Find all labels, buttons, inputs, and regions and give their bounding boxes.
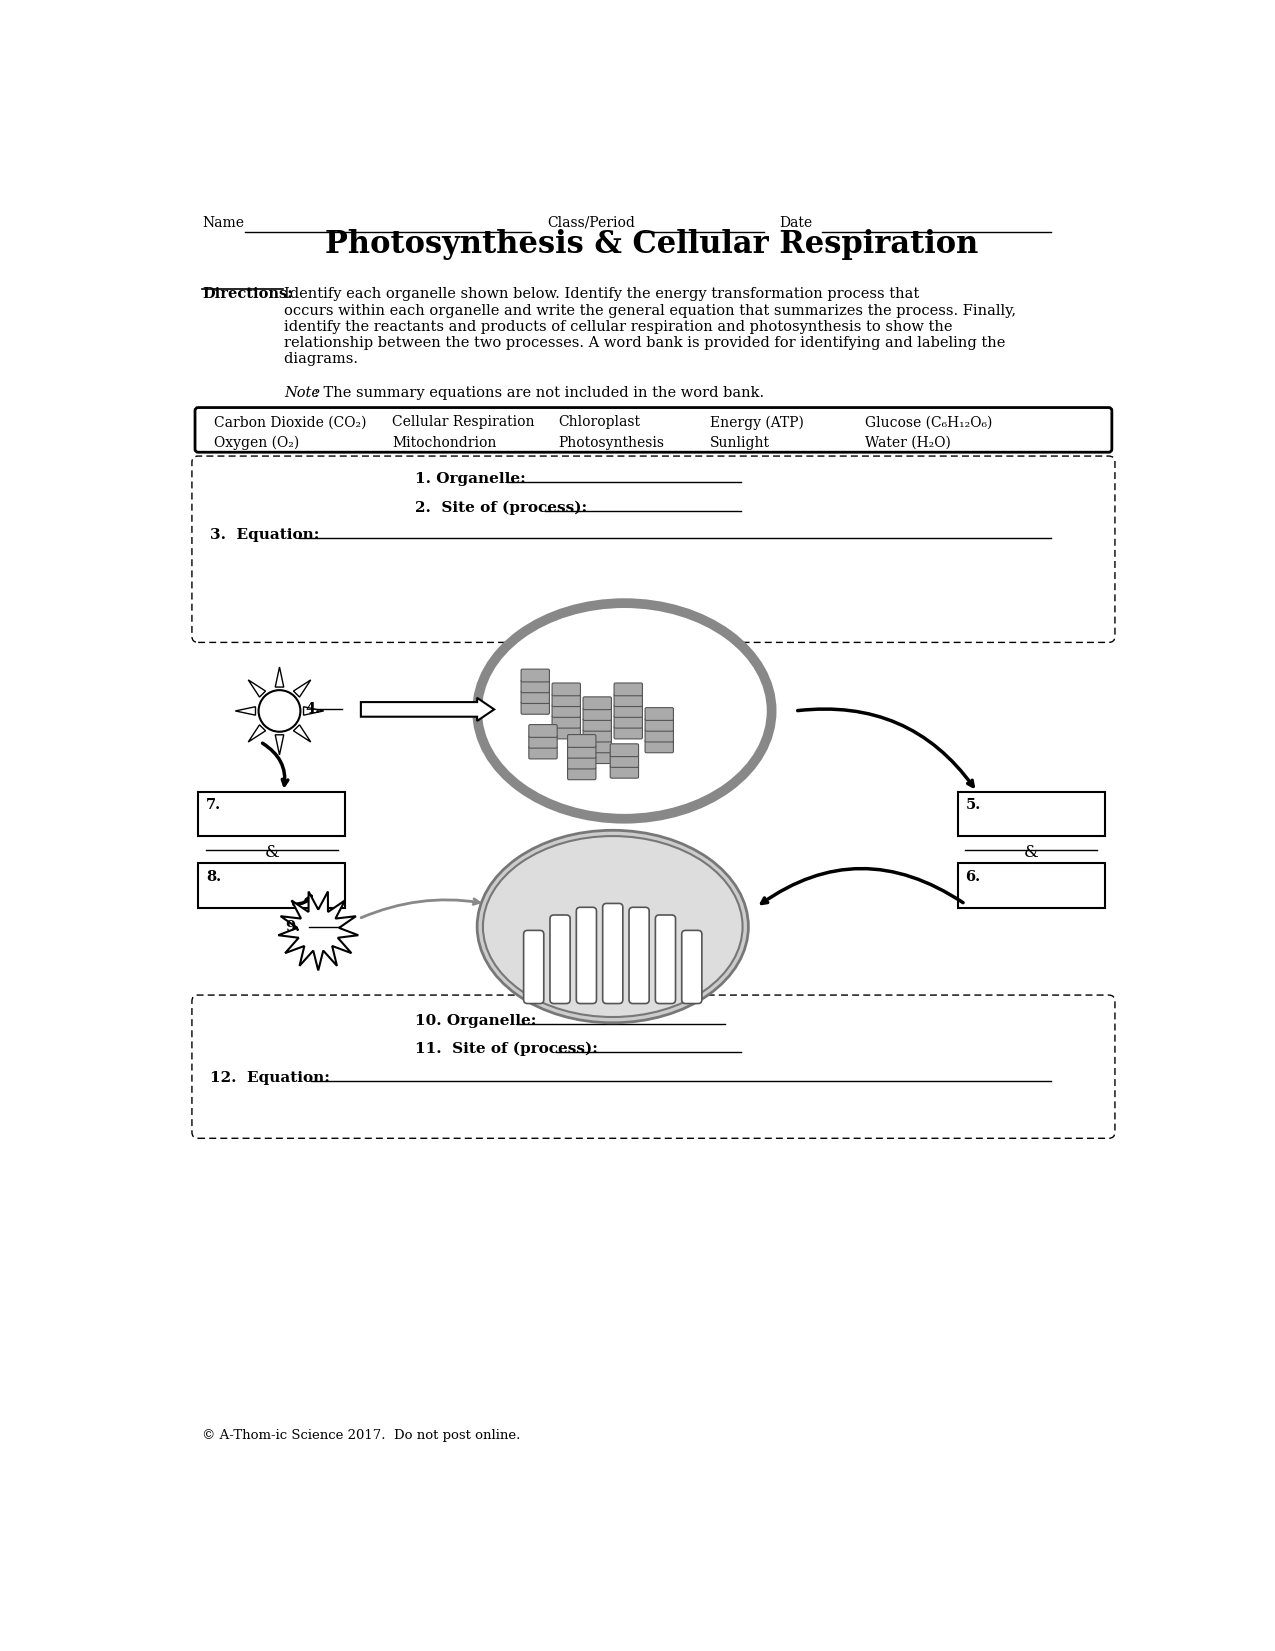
- Bar: [958, 792, 1105, 837]
- FancyBboxPatch shape: [629, 908, 649, 1004]
- Text: 11.  Site of (process):: 11. Site of (process):: [416, 1042, 598, 1057]
- FancyBboxPatch shape: [529, 746, 557, 759]
- Bar: [198, 792, 346, 837]
- FancyBboxPatch shape: [567, 768, 595, 779]
- FancyBboxPatch shape: [552, 693, 580, 707]
- Bar: [958, 863, 1105, 908]
- FancyBboxPatch shape: [645, 740, 673, 753]
- FancyArrow shape: [361, 698, 495, 721]
- Text: 3.  Equation:: 3. Equation:: [210, 528, 319, 543]
- Polygon shape: [293, 725, 311, 741]
- FancyBboxPatch shape: [521, 702, 550, 715]
- Text: Photosynthesis: Photosynthesis: [558, 436, 664, 451]
- FancyBboxPatch shape: [615, 715, 643, 728]
- FancyBboxPatch shape: [193, 996, 1114, 1138]
- Text: Carbon Dioxide (CO₂): Carbon Dioxide (CO₂): [214, 416, 366, 429]
- Ellipse shape: [477, 603, 771, 819]
- FancyBboxPatch shape: [603, 903, 622, 1004]
- FancyBboxPatch shape: [529, 735, 557, 748]
- FancyBboxPatch shape: [615, 693, 643, 707]
- Text: Directions:: Directions:: [201, 287, 293, 302]
- Text: © A-Thom-ic Science 2017.  Do not post online.: © A-Thom-ic Science 2017. Do not post on…: [201, 1430, 520, 1443]
- FancyBboxPatch shape: [615, 705, 643, 717]
- FancyBboxPatch shape: [583, 751, 612, 763]
- Text: Date: Date: [779, 216, 812, 229]
- FancyBboxPatch shape: [583, 708, 612, 720]
- FancyBboxPatch shape: [583, 740, 612, 753]
- FancyBboxPatch shape: [682, 931, 701, 1004]
- Text: Oxygen (O₂): Oxygen (O₂): [214, 436, 298, 451]
- Bar: [198, 863, 346, 908]
- Text: Energy (ATP): Energy (ATP): [710, 416, 803, 429]
- Text: Cellular Respiration: Cellular Respiration: [391, 416, 534, 429]
- Text: Chloroplast: Chloroplast: [558, 416, 640, 429]
- Text: 5.: 5.: [965, 797, 980, 812]
- Circle shape: [259, 690, 301, 731]
- FancyBboxPatch shape: [611, 755, 639, 768]
- Text: Class/Period: Class/Period: [547, 216, 635, 229]
- Polygon shape: [293, 680, 311, 697]
- FancyBboxPatch shape: [567, 756, 595, 769]
- Ellipse shape: [483, 835, 742, 1017]
- FancyBboxPatch shape: [645, 708, 673, 720]
- Text: 8.: 8.: [205, 870, 221, 883]
- Text: Mitochondrion: Mitochondrion: [391, 436, 496, 451]
- FancyBboxPatch shape: [552, 684, 580, 695]
- FancyBboxPatch shape: [583, 697, 612, 710]
- Polygon shape: [249, 680, 265, 697]
- FancyBboxPatch shape: [611, 766, 639, 778]
- FancyBboxPatch shape: [552, 705, 580, 717]
- FancyBboxPatch shape: [552, 715, 580, 728]
- FancyBboxPatch shape: [521, 680, 550, 693]
- FancyBboxPatch shape: [645, 730, 673, 741]
- FancyBboxPatch shape: [195, 408, 1112, 452]
- FancyBboxPatch shape: [611, 745, 639, 756]
- FancyBboxPatch shape: [655, 915, 676, 1004]
- FancyBboxPatch shape: [567, 745, 595, 758]
- Text: Note: Note: [284, 386, 320, 400]
- Polygon shape: [236, 707, 255, 715]
- FancyBboxPatch shape: [521, 669, 550, 682]
- Text: &: &: [1024, 844, 1039, 862]
- Text: Glucose (C₆H₁₂O₆): Glucose (C₆H₁₂O₆): [864, 416, 992, 429]
- Text: : The summary equations are not included in the word bank.: : The summary equations are not included…: [314, 386, 764, 400]
- Text: &: &: [264, 844, 279, 862]
- FancyBboxPatch shape: [567, 735, 595, 748]
- Text: 1. Organelle:: 1. Organelle:: [416, 472, 525, 487]
- FancyBboxPatch shape: [615, 726, 643, 740]
- FancyBboxPatch shape: [615, 684, 643, 695]
- FancyBboxPatch shape: [583, 730, 612, 741]
- Text: 9.: 9.: [286, 920, 301, 933]
- FancyBboxPatch shape: [576, 908, 597, 1004]
- FancyBboxPatch shape: [645, 718, 673, 731]
- Polygon shape: [278, 892, 358, 971]
- Text: Water (H₂O): Water (H₂O): [864, 436, 950, 451]
- Text: 12.  Equation:: 12. Equation:: [210, 1070, 330, 1085]
- Text: Identify each organelle shown below. Identify the energy transformation process : Identify each organelle shown below. Ide…: [284, 287, 1016, 367]
- Polygon shape: [275, 667, 284, 687]
- Text: 10. Organelle:: 10. Organelle:: [416, 1014, 537, 1027]
- FancyBboxPatch shape: [529, 725, 557, 738]
- FancyBboxPatch shape: [552, 726, 580, 740]
- Text: 7.: 7.: [205, 797, 221, 812]
- Text: Name: Name: [201, 216, 244, 229]
- FancyBboxPatch shape: [524, 931, 543, 1004]
- Polygon shape: [275, 735, 284, 755]
- FancyBboxPatch shape: [521, 690, 550, 703]
- FancyBboxPatch shape: [193, 456, 1114, 642]
- Text: 4.: 4.: [305, 702, 320, 717]
- Polygon shape: [249, 725, 265, 741]
- Text: 6.: 6.: [965, 870, 980, 883]
- Polygon shape: [303, 707, 324, 715]
- Text: Photosynthesis & Cellular Respiration: Photosynthesis & Cellular Respiration: [325, 229, 978, 261]
- Ellipse shape: [477, 830, 748, 1022]
- Text: 2.  Site of (process):: 2. Site of (process):: [416, 500, 588, 515]
- Text: Sunlight: Sunlight: [710, 436, 770, 451]
- FancyBboxPatch shape: [550, 915, 570, 1004]
- FancyBboxPatch shape: [583, 718, 612, 731]
